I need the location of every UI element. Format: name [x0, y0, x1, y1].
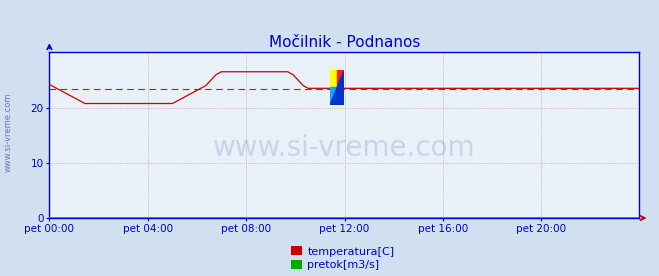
Bar — [337, 87, 345, 105]
Title: Močilnik - Podnanos: Močilnik - Podnanos — [269, 35, 420, 50]
Legend: temperatura[C], pretok[m3/s]: temperatura[C], pretok[m3/s] — [291, 246, 395, 270]
Bar — [330, 70, 337, 87]
Bar — [337, 70, 345, 87]
Text: www.si-vreme.com: www.si-vreme.com — [213, 134, 476, 163]
Bar — [330, 87, 337, 105]
Text: www.si-vreme.com: www.si-vreme.com — [3, 93, 13, 172]
Polygon shape — [330, 70, 345, 105]
